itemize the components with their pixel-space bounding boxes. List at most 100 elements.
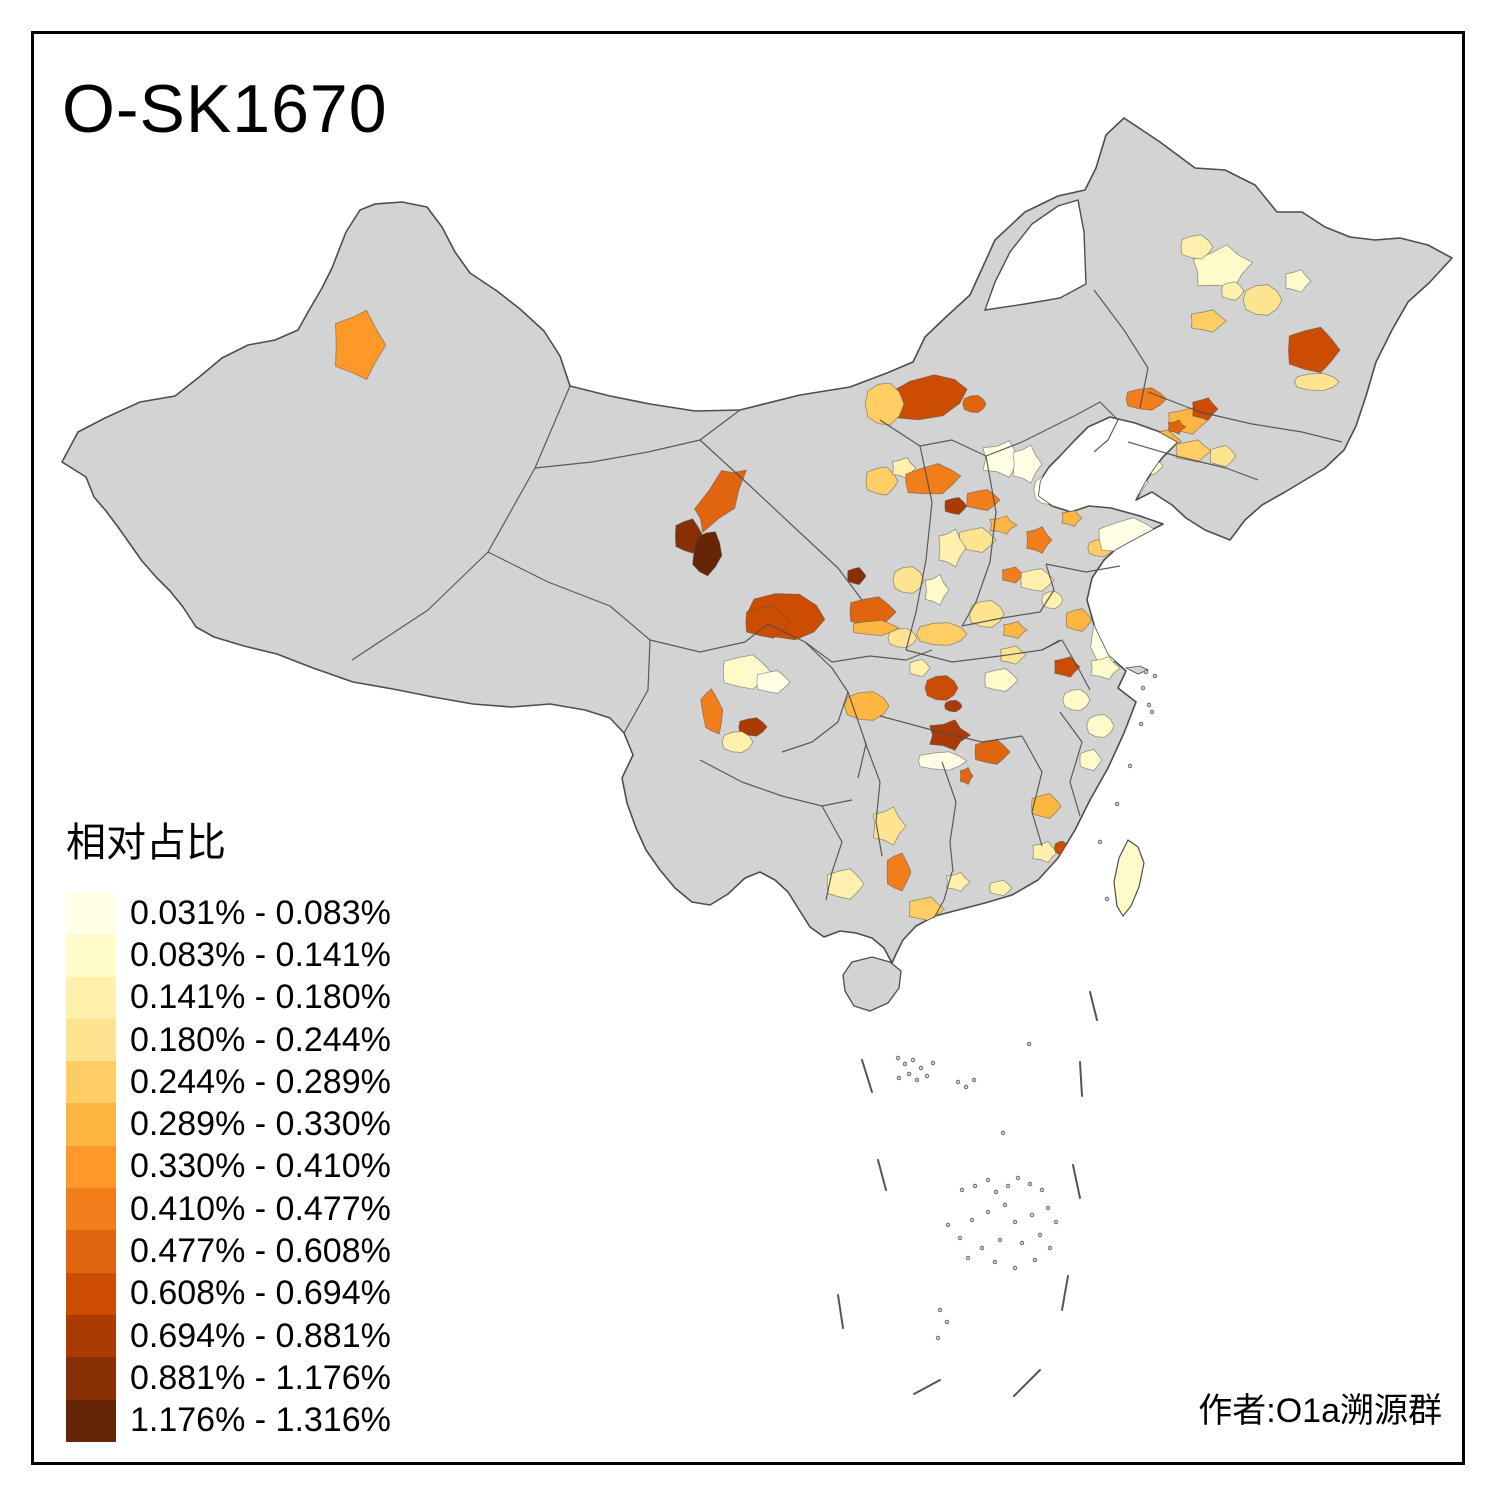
choropleth-region xyxy=(944,699,963,713)
province-border-line xyxy=(1093,289,1149,409)
choropleth-region xyxy=(1288,326,1341,374)
attribution-text: 作者:O1a溯源群 xyxy=(1198,1392,1442,1430)
islet-dot xyxy=(1045,1205,1051,1211)
province-border-line xyxy=(864,741,883,857)
choropleth-region xyxy=(700,688,724,735)
islet-dot xyxy=(930,1060,936,1066)
province-border-line xyxy=(879,715,1023,743)
choropleth-region xyxy=(1079,749,1103,771)
legend-row: 0.608% - 0.694% xyxy=(66,1272,391,1315)
legend-swatch xyxy=(66,976,116,1019)
choropleth-region xyxy=(924,675,959,701)
legend-label: 0.289% - 0.330% xyxy=(130,1105,391,1144)
islet-dot xyxy=(972,1183,978,1189)
province-border-line xyxy=(699,439,863,601)
choropleth-region xyxy=(905,463,962,495)
legend-label: 0.180% - 0.244% xyxy=(130,1020,391,1059)
mainland-landmass xyxy=(61,117,1453,964)
choropleth-region xyxy=(1020,568,1055,592)
legend-label: 0.608% - 0.694% xyxy=(130,1274,391,1313)
province-borders xyxy=(351,289,1343,919)
legend-row: 0.694% - 0.881% xyxy=(66,1314,391,1358)
choropleth-region xyxy=(982,440,1027,478)
legend-label: 0.694% - 0.881% xyxy=(130,1316,391,1355)
islet-dot xyxy=(1140,685,1146,691)
islet-dot xyxy=(971,1077,977,1083)
islet-dot xyxy=(1138,721,1144,727)
legend-label: 1.176% - 1.316% xyxy=(130,1401,391,1440)
choropleth-region xyxy=(865,466,899,496)
islet-dot xyxy=(1000,1130,1006,1136)
legend-swatch xyxy=(66,1230,116,1273)
dash-segment xyxy=(861,1059,873,1093)
choropleth-region xyxy=(1175,439,1212,463)
province-border-line xyxy=(961,563,1055,627)
choropleth-region xyxy=(1190,309,1227,333)
legend-row: 0.410% - 0.477% xyxy=(66,1188,391,1231)
mongolia-pocket xyxy=(983,199,1087,311)
province-border-line xyxy=(941,761,957,873)
legend-label: 0.031% - 0.083% xyxy=(130,893,391,932)
islet-dot xyxy=(1114,801,1120,807)
chongming-island xyxy=(1124,665,1149,675)
legend-label: 0.330% - 0.410% xyxy=(130,1147,391,1186)
nine-dash-line xyxy=(837,991,1098,1397)
legend-row: 0.180% - 0.244% xyxy=(66,1018,391,1062)
choropleth-region xyxy=(909,658,931,678)
choropleth-region xyxy=(1033,475,1060,505)
islet-dot xyxy=(959,1187,965,1193)
choropleth-region xyxy=(1293,372,1340,392)
islet-dot xyxy=(1127,763,1133,769)
choropleth-region xyxy=(938,528,967,568)
choropleth-region xyxy=(974,739,1011,765)
islet-dot xyxy=(1149,709,1155,715)
choropleth-region xyxy=(721,731,754,753)
islet-dot xyxy=(1143,669,1149,675)
choropleth-region xyxy=(745,605,791,639)
islands xyxy=(842,665,1149,1012)
islet-dot xyxy=(896,1075,902,1081)
islet-dot xyxy=(914,1077,920,1083)
islet-dot xyxy=(1104,896,1110,902)
province-border-line xyxy=(1045,563,1121,573)
province-border-line xyxy=(821,805,843,901)
choropleth-region xyxy=(989,515,1018,535)
choropleth-region xyxy=(1285,269,1312,293)
small-islets xyxy=(895,669,1158,1341)
legend-swatch xyxy=(66,1314,116,1358)
islet-dot xyxy=(924,1073,930,1079)
choropleth-region xyxy=(1031,793,1062,819)
choropleth-region xyxy=(1054,656,1081,678)
islet-dot xyxy=(1097,839,1103,845)
islet-dot xyxy=(979,1245,985,1251)
choropleth-region xyxy=(1012,444,1043,484)
choropleth-region xyxy=(1000,645,1027,665)
legend-swatch xyxy=(66,1145,116,1189)
choropleth-region xyxy=(892,566,925,594)
choropleth-region xyxy=(887,628,918,648)
province-border-line xyxy=(1041,639,1091,691)
legend-label: 0.410% - 0.477% xyxy=(130,1189,391,1228)
legend-swatch xyxy=(66,1272,116,1315)
legend-rows: 0.031% - 0.083% 0.083% - 0.141% 0.141% - 0… xyxy=(66,892,391,1442)
islet-dot xyxy=(906,1071,912,1077)
province-border-line xyxy=(933,871,953,919)
dash-segment xyxy=(1013,1369,1041,1397)
province-border-line xyxy=(534,409,741,469)
islet-dot xyxy=(992,1259,998,1265)
legend-swatch xyxy=(66,1018,116,1062)
legend-swatch xyxy=(66,892,116,935)
islet-dot xyxy=(1012,1265,1018,1271)
legend-swatch xyxy=(66,1399,116,1442)
islet-dot xyxy=(969,1217,975,1223)
legend-row: 0.477% - 0.608% xyxy=(66,1230,391,1273)
islet-dot xyxy=(910,1057,916,1063)
islet-dot xyxy=(895,1055,901,1061)
islet-dot xyxy=(1029,1212,1035,1218)
choropleth-region xyxy=(989,879,1013,897)
choropleth-region xyxy=(847,566,867,586)
islet-dot xyxy=(993,1189,999,1195)
dash-segment xyxy=(913,1379,941,1395)
islet-dot xyxy=(902,1061,908,1067)
dash-segment xyxy=(1079,1061,1083,1097)
